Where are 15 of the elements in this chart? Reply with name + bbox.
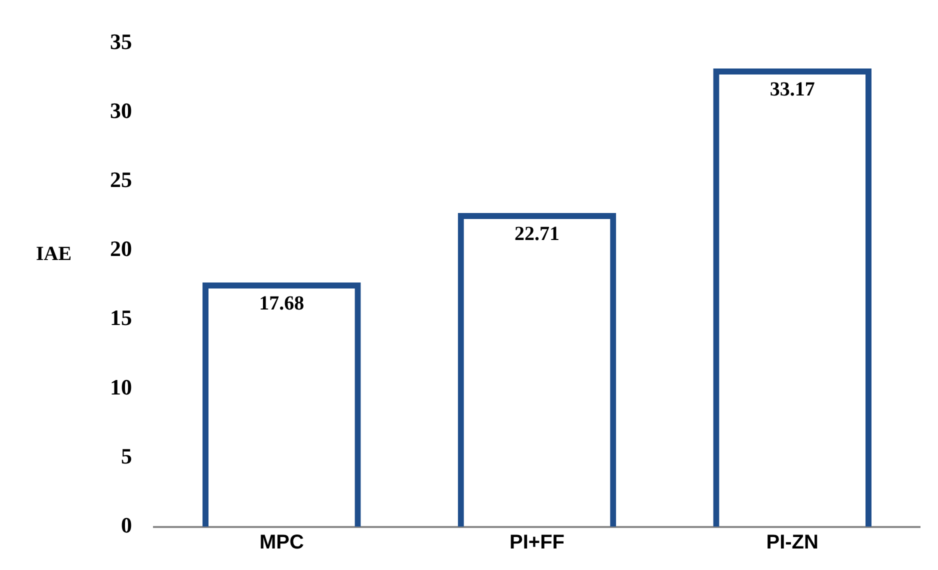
data-label: 17.68	[259, 292, 304, 315]
x-tick-label: MPC	[259, 531, 304, 554]
y-tick-label: 5	[121, 443, 132, 468]
x-tick-label: PI-ZN	[766, 531, 818, 554]
y-tick-label: 15	[110, 305, 132, 330]
x-tick-label: PI+FF	[509, 531, 565, 554]
y-tick-label: 30	[110, 98, 132, 123]
data-label: 33.17	[770, 78, 815, 101]
y-tick-label: 10	[110, 374, 132, 400]
y-tick-label: 20	[110, 236, 132, 262]
y-axis-title: IAE	[36, 243, 72, 266]
y-tick-label: 0	[121, 512, 132, 538]
y-tick-label: 35	[110, 28, 132, 54]
data-label: 22.71	[514, 223, 560, 246]
y-tick-label: 25	[110, 167, 132, 192]
